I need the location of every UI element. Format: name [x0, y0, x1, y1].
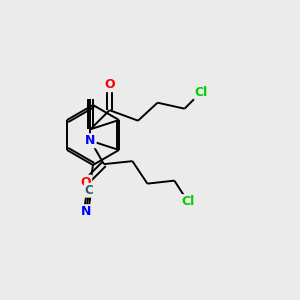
Text: C: C	[85, 184, 94, 197]
Text: N: N	[85, 134, 96, 147]
Text: Cl: Cl	[194, 86, 208, 99]
Text: Cl: Cl	[181, 195, 194, 208]
Text: N: N	[81, 205, 91, 218]
Text: O: O	[104, 78, 115, 91]
Text: O: O	[81, 176, 91, 189]
